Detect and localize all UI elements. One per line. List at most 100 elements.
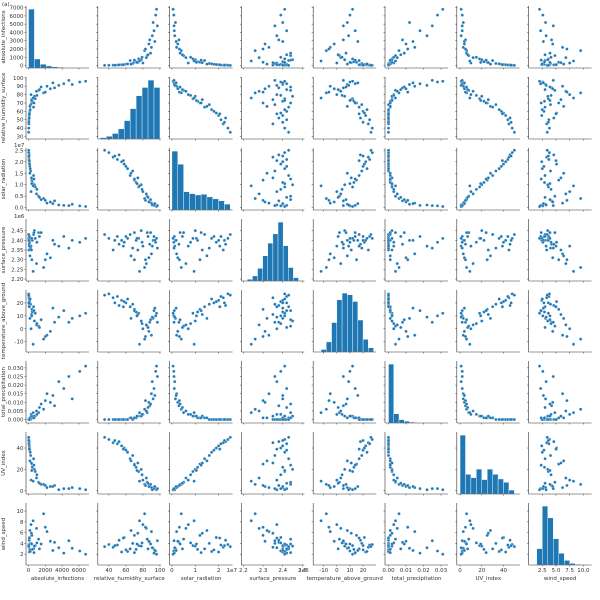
scatter-point [388,101,392,105]
scatter-point [67,374,71,379]
scatter-point [425,488,429,492]
hist-bar [195,194,202,211]
scatter-point [542,448,546,452]
scatter-point [540,108,544,112]
scatter-point [261,47,265,51]
x-tick-label: 2000 [38,568,52,574]
scatter-point [537,79,542,83]
scatter-point [471,323,475,327]
scatter-point [541,393,546,398]
scatter-point [579,91,583,95]
scatter-point [497,297,501,301]
scatter-point [28,450,32,454]
scatter-point [543,234,547,239]
y-tick-label: 5000 [10,22,24,28]
scatter-point [257,476,261,480]
scatter-point [537,311,542,315]
x-tick-label: 80 [139,568,146,574]
scatter-point [261,483,265,488]
scatter-point [345,171,349,175]
scatter-point [430,246,434,250]
hist-bar [218,200,225,211]
y-tick-label: 2.35 [11,248,24,254]
scatter-point [176,329,180,333]
scatter-point [404,329,408,333]
scatter-point [283,108,287,112]
scatter-point [565,398,569,403]
scatter-point [441,311,445,315]
scatter-point [324,196,328,201]
scatter-point [174,529,179,534]
scatter-point [35,93,39,98]
scatter-point [539,58,543,62]
scatter-point [459,364,463,368]
scatter-point [386,126,391,130]
scatter-point [402,542,406,546]
scatter-point [327,525,331,529]
scatter-point [552,242,556,246]
hist-bar [262,255,268,282]
scatter-point [397,512,401,516]
scatter-point [551,42,555,46]
scatter-point [509,238,513,242]
scatter-point [267,485,271,490]
scatter-point [181,537,186,541]
scatter-point [404,42,408,46]
scatter-point [143,398,148,403]
scatter-point [474,412,478,417]
scatter-point [191,469,195,474]
scatter-point [388,550,392,555]
scatter-point [482,180,486,185]
scatter-point [221,248,225,252]
panel [527,219,592,283]
scatter-point [562,104,566,108]
scatter-point [186,478,190,482]
scatter-point [348,236,352,240]
scatter-point [441,79,445,83]
scatter-point [388,459,392,463]
y-tick-label: 0.030 [8,366,24,372]
scatter-point [491,232,495,237]
scatter-point [129,171,133,175]
scatter-point [545,248,549,252]
hist-bar [492,474,499,495]
scatter-point [194,468,199,473]
scatter-point [571,411,576,415]
scatter-point [285,53,289,57]
scatter-point [512,148,516,152]
scatter-point [285,325,289,330]
scatter-point [281,306,285,310]
scatter-point [155,246,160,250]
panel [383,432,448,496]
scatter-point [179,265,183,270]
scatter-point [121,305,125,309]
scatter-point [144,323,148,327]
y-tick-label: 8 [20,520,24,526]
scatter-point [551,204,555,208]
panel [24,6,89,70]
scatter-point [466,405,470,410]
scatter-point [388,316,392,321]
scatter-point [468,96,472,100]
y-tick-label: -10 [15,340,24,346]
scatter-point [393,194,398,198]
scatter-point [365,417,369,422]
scatter-point [418,234,422,239]
y-tick-label: 80 [17,93,24,99]
scatter-point [113,63,117,67]
scatter-point [288,416,293,420]
scatter-point [226,437,230,442]
scatter-point [178,51,182,55]
scatter-point [287,148,291,152]
scatter-point [37,547,42,551]
scatter-point [57,203,61,207]
scatter-point [469,327,473,331]
scatter-point [319,479,323,483]
x-axis-label: wind_speed [544,576,576,582]
hist-bar [393,413,400,424]
scatter-point [147,200,151,204]
scatter-point [543,397,548,401]
scatter-point [273,539,277,543]
scatter-point [369,435,373,439]
scatter-point [205,104,209,108]
